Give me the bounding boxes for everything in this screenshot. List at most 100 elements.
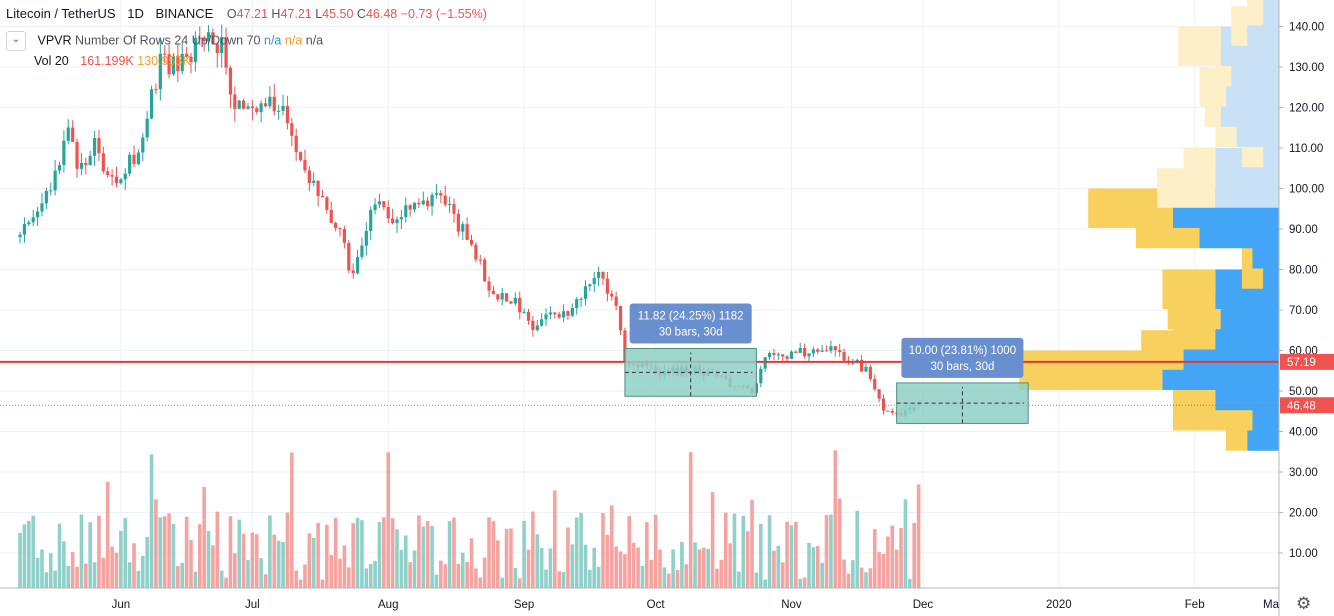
candle-body — [469, 239, 474, 245]
candle-body — [881, 398, 886, 411]
candle-body — [198, 37, 202, 39]
volume-bar — [794, 521, 798, 588]
candle-body — [851, 362, 855, 364]
symbol-name[interactable]: Litecoin / TetherUS — [6, 6, 116, 21]
candle-body — [868, 366, 872, 380]
gear-icon[interactable]: ⚙ — [1296, 594, 1312, 613]
volume-bar — [715, 568, 719, 588]
volume-bar — [110, 546, 114, 588]
volume-bar — [877, 552, 881, 588]
change-value: −0.73 (−1.55%) — [400, 7, 487, 21]
price-tick-label: 130.00 — [1289, 62, 1324, 74]
volume-bar — [728, 543, 732, 588]
candle-body — [263, 103, 268, 107]
candle-body — [447, 203, 452, 205]
candle-body — [268, 96, 272, 107]
candle-body — [807, 353, 811, 357]
candle-body — [84, 162, 88, 166]
volume-bar — [434, 574, 439, 588]
volume-bar — [127, 562, 132, 588]
candle-body — [513, 297, 517, 304]
candle-body — [820, 350, 824, 352]
volume-bar — [509, 528, 513, 588]
volume-bar — [224, 577, 228, 588]
candle-body — [88, 155, 92, 166]
volume-bar — [719, 559, 724, 588]
candle-body — [509, 301, 513, 304]
volume-bar — [62, 541, 66, 588]
volume-bar — [211, 545, 215, 588]
candle-body — [824, 350, 829, 352]
candle-body — [597, 271, 601, 278]
candle-body — [123, 173, 127, 180]
volume-bar — [557, 571, 561, 588]
chevron-down-icon[interactable]: ⌄ — [6, 31, 26, 51]
volume-bar — [263, 574, 268, 588]
candle-body — [237, 100, 241, 109]
volume-bar — [439, 560, 443, 588]
volume-bar — [250, 532, 255, 588]
volume-bar — [688, 452, 693, 588]
candle-body — [500, 293, 504, 300]
price-axis-bg — [1279, 0, 1334, 616]
volume-bar — [373, 561, 377, 588]
price-tick-label: 30.00 — [1289, 467, 1318, 479]
candle-body — [798, 347, 802, 353]
volume-bar — [75, 566, 79, 588]
volume-bar — [859, 567, 864, 588]
candle-body — [588, 284, 592, 287]
candle-body — [128, 154, 132, 174]
volume-bar — [119, 530, 123, 588]
price-tick-label: 140.00 — [1289, 22, 1324, 34]
time-tick-label: Nov — [781, 599, 802, 611]
candle-body — [417, 202, 421, 205]
measure-label-box — [629, 303, 752, 344]
vp-down-bar — [1247, 0, 1264, 26]
time-tick-label: Dec — [913, 599, 934, 611]
volume-bar — [276, 540, 281, 588]
volume-bar — [855, 510, 860, 588]
candle-body — [557, 314, 561, 318]
candle-body — [386, 207, 390, 219]
volume-name[interactable]: Vol 20 — [34, 54, 69, 68]
candle-body — [158, 53, 162, 90]
volume-bar — [197, 524, 202, 588]
candle-body — [842, 352, 846, 361]
candle-body — [101, 153, 105, 172]
volume-bar — [390, 518, 395, 588]
candle-body — [92, 138, 97, 156]
candle-body — [759, 368, 763, 384]
candle-body — [149, 89, 154, 119]
vpvr-name[interactable]: VPVR — [37, 33, 72, 48]
candle-body — [364, 230, 368, 246]
vp-up-bar — [1263, 0, 1279, 26]
price-tick-label: 90.00 — [1289, 224, 1318, 236]
candle-body — [610, 293, 614, 297]
volume-bar — [233, 553, 237, 588]
vp-down-bar — [1162, 269, 1216, 309]
volume-bar — [566, 527, 570, 588]
volume-bar — [702, 547, 706, 588]
volume-bar — [474, 568, 478, 588]
candle-body — [228, 67, 233, 95]
candle-body — [618, 305, 623, 331]
volume-bar — [281, 541, 285, 588]
vp-down-bar — [1019, 350, 1163, 390]
volume-bar — [346, 567, 351, 588]
candle-body — [811, 349, 815, 354]
candle-body — [781, 354, 785, 357]
candle-body — [816, 349, 820, 352]
volume-bar — [535, 534, 540, 588]
price-tick-label: 20.00 — [1289, 508, 1318, 520]
volume-bar — [307, 533, 312, 588]
price-axis: 10.0020.0030.0040.0050.0060.0070.0080.00… — [1278, 0, 1334, 616]
volume-bar — [531, 511, 535, 588]
volume-bar — [482, 557, 487, 588]
candle-body — [180, 53, 184, 72]
vp-down-bar — [1231, 6, 1248, 46]
volume-bar — [202, 486, 206, 588]
volume-bar — [833, 450, 838, 588]
volume-bar — [219, 570, 224, 588]
candle-body — [373, 204, 377, 211]
